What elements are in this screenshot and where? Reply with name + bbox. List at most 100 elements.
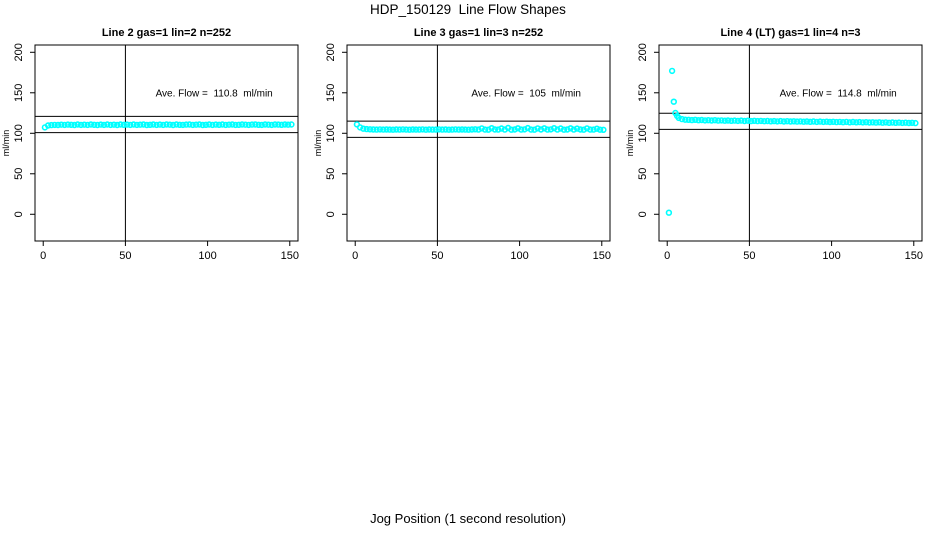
y-tick-label: 200 <box>13 43 25 61</box>
data-point <box>787 118 794 125</box>
data-point <box>425 126 433 133</box>
data-point <box>107 121 114 129</box>
x-tick-label: 0 <box>40 250 46 262</box>
data-point <box>183 121 190 128</box>
data-point <box>691 116 699 124</box>
data-point <box>48 121 55 129</box>
data-point <box>665 209 673 216</box>
data-point <box>169 121 177 129</box>
data-point <box>724 117 732 124</box>
data-point <box>419 126 426 133</box>
data-point <box>113 121 121 129</box>
data-point <box>761 117 768 125</box>
data-point <box>774 118 781 125</box>
data-point <box>554 126 561 133</box>
data-point <box>265 121 272 128</box>
data-point <box>160 121 167 129</box>
data-point <box>895 119 903 126</box>
data-point <box>872 119 880 126</box>
data-point <box>531 126 538 133</box>
data-point <box>186 121 193 128</box>
data-point <box>718 117 725 124</box>
data-point <box>189 121 197 129</box>
data-point <box>356 124 364 131</box>
y-tick-label: 50 <box>637 168 649 180</box>
data-point <box>439 126 446 133</box>
data-point <box>521 126 528 133</box>
data-point <box>856 118 863 126</box>
data-point <box>764 117 771 125</box>
y-tick-label: 50 <box>325 168 337 180</box>
data-point <box>61 121 68 129</box>
data-point <box>833 118 840 126</box>
data-point <box>100 121 108 129</box>
data-point <box>596 126 604 133</box>
data-point <box>866 119 873 126</box>
y-tick-label: 50 <box>13 168 25 180</box>
data-point <box>110 121 118 128</box>
data-point <box>685 116 692 124</box>
data-point <box>435 126 443 133</box>
data-point <box>537 126 545 133</box>
data-point <box>212 121 220 128</box>
data-point <box>670 98 677 105</box>
y-tick-label: 100 <box>325 124 337 142</box>
data-point <box>583 125 591 132</box>
data-point <box>797 118 804 125</box>
plot-box <box>34 44 299 242</box>
data-point <box>373 126 380 133</box>
data-point <box>573 125 581 132</box>
data-point <box>163 121 170 128</box>
data-point <box>859 119 867 126</box>
data-point <box>557 125 564 132</box>
data-point <box>754 117 761 125</box>
data-point <box>728 117 735 125</box>
data-point <box>849 118 857 126</box>
x-tick-label: 50 <box>119 250 131 262</box>
data-point <box>698 116 705 124</box>
data-point <box>862 118 870 126</box>
data-point <box>255 121 262 129</box>
data-point <box>498 125 505 132</box>
data-point <box>406 126 413 133</box>
data-point <box>399 126 407 133</box>
x-tick-label: 50 <box>431 250 443 262</box>
data-point <box>51 121 58 129</box>
panel-line3: Line 3 gas=1 lin=3 n=252 0 50 100 150 0 50 100… <box>312 0 624 270</box>
data-point <box>366 126 374 133</box>
data-point <box>94 121 101 129</box>
y-axis-label: ml/min <box>313 130 323 157</box>
data-point <box>912 119 919 127</box>
data-point <box>179 121 187 129</box>
data-point <box>64 121 72 128</box>
x-tick-label: 100 <box>510 250 528 262</box>
data-point <box>846 119 853 126</box>
data-point <box>416 126 423 133</box>
data-point <box>215 121 223 129</box>
data-point <box>192 121 200 128</box>
data-point <box>127 121 134 129</box>
data-point <box>495 126 502 133</box>
data-point <box>462 126 469 133</box>
data-point <box>77 121 85 129</box>
data-point <box>445 126 453 133</box>
data-point <box>44 122 52 129</box>
data-point <box>130 121 137 128</box>
data-point <box>741 117 748 125</box>
data-point <box>511 126 518 133</box>
data-point <box>695 116 702 124</box>
y-axis-label: ml/min <box>1 130 11 157</box>
data-point <box>711 116 719 124</box>
data-point <box>402 126 410 133</box>
data-point <box>564 126 571 133</box>
data-point <box>281 121 289 128</box>
data-point <box>869 119 876 126</box>
data-point <box>889 119 896 126</box>
data-point <box>777 117 784 125</box>
data-point <box>737 117 745 124</box>
data-point <box>468 126 476 133</box>
data-point <box>518 126 525 133</box>
data-point <box>389 126 397 133</box>
data-point <box>81 121 88 128</box>
data-point <box>386 126 393 133</box>
